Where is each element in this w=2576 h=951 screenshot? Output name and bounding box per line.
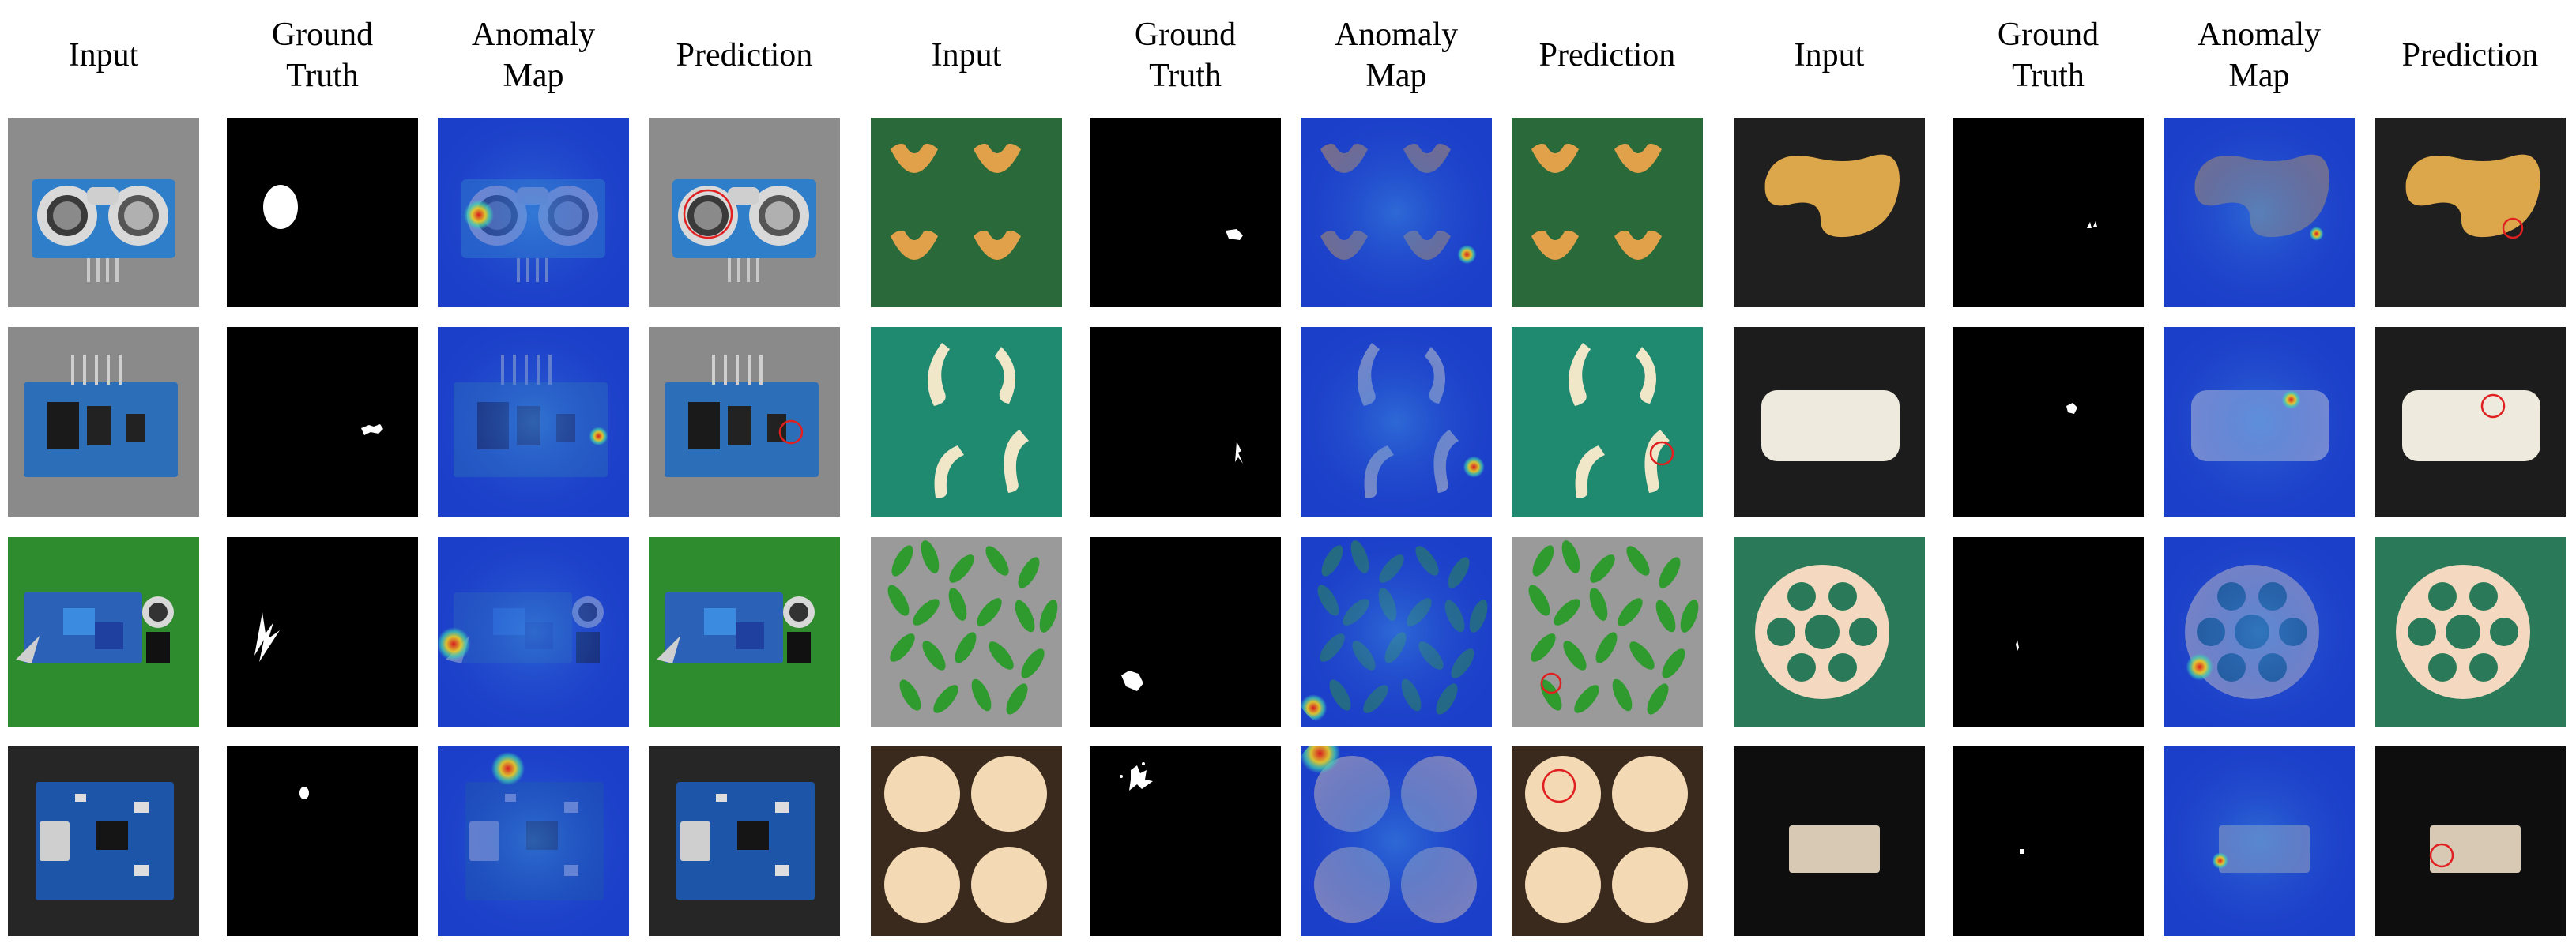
column-header-prediction: Prediction: [1538, 37, 1676, 73]
ground-truth-mask: [1953, 537, 2144, 727]
prediction-image: [649, 746, 840, 936]
prediction-image: [649, 327, 840, 517]
input-image: [8, 537, 199, 727]
input-image: [871, 327, 1062, 517]
ground-truth-mask: [1953, 118, 2144, 307]
ground-truth-mask: [1090, 118, 1281, 307]
anomaly-heatmap: [1301, 118, 1492, 307]
figure-group-1: Input Ground Truth Anomaly Map Prediction: [8, 0, 840, 951]
ground-truth-mask: [1953, 327, 2144, 517]
prediction-image: [1512, 537, 1703, 727]
column-header-ground-truth: Ground Truth: [271, 17, 374, 94]
prediction-image: [2375, 537, 2566, 727]
input-image: [1734, 118, 1925, 307]
input-image: [8, 746, 199, 936]
ground-truth-mask: [227, 746, 418, 936]
anomaly-heatmap: [438, 746, 629, 936]
ground-truth-mask: [1090, 746, 1281, 936]
anomaly-heatmap: [1301, 537, 1492, 727]
input-image: [1734, 746, 1925, 936]
input-image: [8, 118, 199, 307]
anomaly-heatmap: [2164, 327, 2355, 517]
ground-truth-mask: [1090, 537, 1281, 727]
figure-group-2: Input Ground Truth Anomaly Map Prediction: [871, 0, 1703, 951]
anomaly-heatmap: [1301, 327, 1492, 517]
prediction-image: [2375, 327, 2566, 517]
column-header-prediction: Prediction: [676, 37, 813, 73]
input-image: [8, 327, 199, 517]
ground-truth-mask: [1090, 327, 1281, 517]
column-header-input: Input: [1794, 37, 1865, 73]
anomaly-heatmap: [2164, 118, 2355, 307]
column-header-input: Input: [68, 37, 139, 73]
prediction-image: [1512, 327, 1703, 517]
ground-truth-mask: [227, 537, 418, 727]
prediction-image: [649, 118, 840, 307]
ground-truth-mask: [227, 118, 418, 307]
column-header-ground-truth: Ground Truth: [1134, 17, 1237, 94]
column-header-ground-truth: Ground Truth: [1997, 17, 2100, 94]
anomaly-heatmap: [438, 118, 629, 307]
input-image: [1734, 327, 1925, 517]
column-header-anomaly-map: Anomaly Map: [2197, 17, 2322, 94]
anomaly-heatmap: [2164, 537, 2355, 727]
figure-group-3: Input Ground Truth Anomaly Map Prediction: [1734, 0, 2566, 951]
anomaly-heatmap: [438, 327, 629, 517]
prediction-image: [2375, 118, 2566, 307]
column-header-anomaly-map: Anomaly Map: [471, 17, 596, 94]
column-header-input: Input: [931, 37, 1002, 73]
prediction-image: [649, 537, 840, 727]
input-image: [871, 537, 1062, 727]
column-header-prediction: Prediction: [2401, 37, 2539, 73]
anomaly-heatmap: [1301, 746, 1492, 936]
prediction-image: [1512, 118, 1703, 307]
ground-truth-mask: [227, 327, 418, 517]
prediction-image: [1512, 746, 1703, 936]
input-image: [1734, 537, 1925, 727]
anomaly-heatmap: [438, 537, 629, 727]
column-header-anomaly-map: Anomaly Map: [1334, 17, 1459, 94]
input-image: [871, 746, 1062, 936]
prediction-image: [2375, 746, 2566, 936]
ground-truth-mask: [1953, 746, 2144, 936]
anomaly-heatmap: [2164, 746, 2355, 936]
input-image: [871, 118, 1062, 307]
